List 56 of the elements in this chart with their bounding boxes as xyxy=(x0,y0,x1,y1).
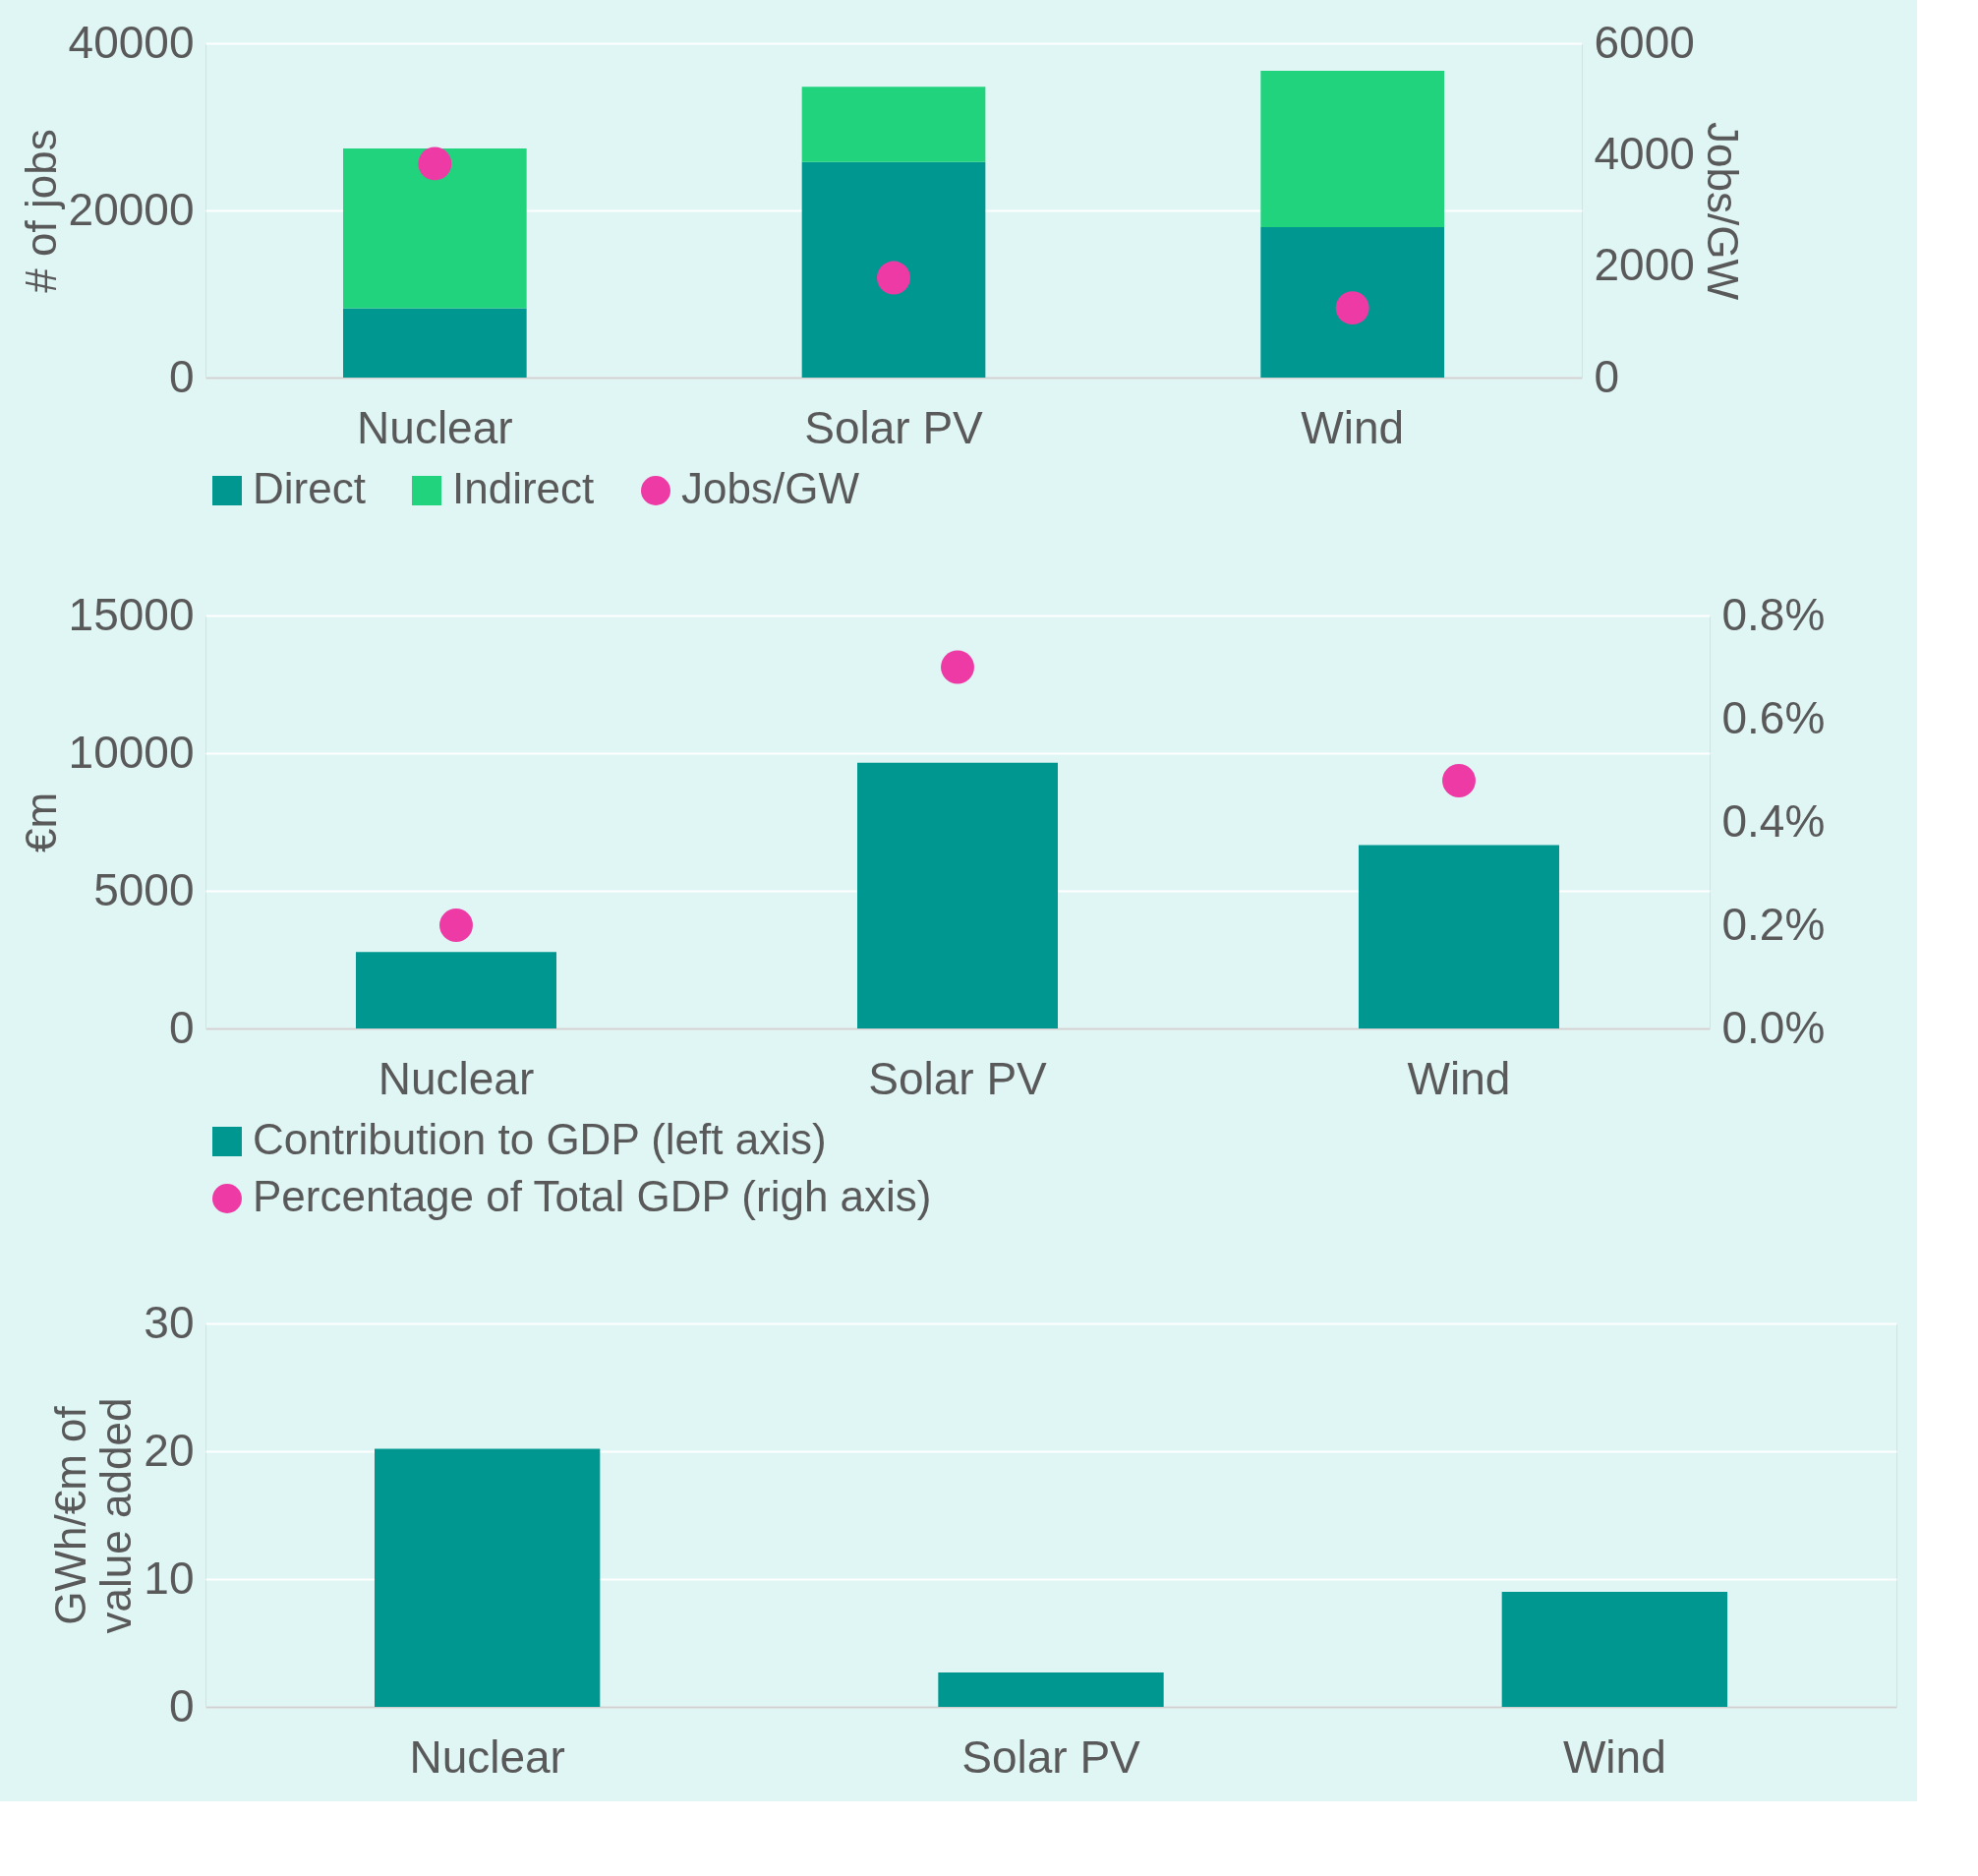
legend-label: Direct xyxy=(253,464,366,512)
bar xyxy=(343,308,527,378)
bar xyxy=(1501,1592,1727,1707)
y-tick-label: 0 xyxy=(168,1679,195,1731)
x-tick-label: Nuclear xyxy=(409,1730,565,1783)
y2-tick-label: 0.8% xyxy=(1721,588,1826,640)
y-tick-label: 15000 xyxy=(68,588,195,640)
y2-tick-label: 0.2% xyxy=(1721,898,1826,950)
x-tick-label: Nuclear xyxy=(378,1052,535,1104)
bar xyxy=(857,762,1058,1028)
legend-label: Indirect xyxy=(452,464,595,512)
bar xyxy=(938,1671,1164,1707)
y-tick-label: 5000 xyxy=(93,863,195,915)
y-axis-title: # of jobs xyxy=(16,129,65,293)
bar xyxy=(801,87,986,162)
y-tick-label: 20 xyxy=(144,1424,195,1476)
y2-tick-label: 0 xyxy=(1594,350,1620,402)
y-tick-label: 10000 xyxy=(68,726,195,778)
x-tick-label: Solar PV xyxy=(804,401,984,453)
y2-tick-label: 2000 xyxy=(1594,239,1695,291)
point xyxy=(941,650,974,684)
y-tick-label: 0 xyxy=(168,1001,195,1053)
y-tick-label: 10 xyxy=(144,1552,195,1604)
y2-tick-label: 4000 xyxy=(1594,127,1695,179)
bar xyxy=(375,1448,601,1707)
bar xyxy=(1260,71,1444,227)
point xyxy=(1442,764,1476,797)
bar xyxy=(343,148,527,309)
legend-label: Percentage of Total GDP (righ axis) xyxy=(253,1172,932,1220)
x-tick-label: Solar PV xyxy=(961,1730,1141,1783)
y-axis-title: €m xyxy=(16,791,65,853)
y-tick-label: 30 xyxy=(144,1296,195,1348)
bar xyxy=(1260,227,1444,378)
bar xyxy=(1359,845,1559,1028)
point xyxy=(877,261,910,295)
y2-tick-label: 0.4% xyxy=(1721,794,1826,847)
y-tick-label: 40000 xyxy=(68,16,195,68)
y2-tick-label: 6000 xyxy=(1594,16,1695,68)
bar xyxy=(356,952,556,1028)
x-tick-label: Wind xyxy=(1301,401,1405,453)
y2-tick-label: 0.0% xyxy=(1721,1001,1826,1053)
x-tick-label: Nuclear xyxy=(357,401,513,453)
x-tick-label: Wind xyxy=(1407,1052,1511,1104)
point xyxy=(439,909,473,942)
x-tick-label: Solar PV xyxy=(868,1052,1048,1104)
legend-label: Contribution to GDP (left axis) xyxy=(253,1115,827,1163)
y-tick-label: 0 xyxy=(168,350,195,402)
legend-label: Jobs/GW xyxy=(681,464,860,512)
bar xyxy=(801,161,986,378)
point xyxy=(1335,291,1369,325)
y-axis-title: GWh/€m of value added xyxy=(46,1397,141,1634)
point xyxy=(418,147,452,181)
y-tick-label: 20000 xyxy=(68,183,195,235)
y2-tick-label: 0.6% xyxy=(1721,691,1826,743)
x-tick-label: Wind xyxy=(1562,1730,1666,1783)
y2-axis-title: Jobs/GW xyxy=(1698,122,1747,301)
